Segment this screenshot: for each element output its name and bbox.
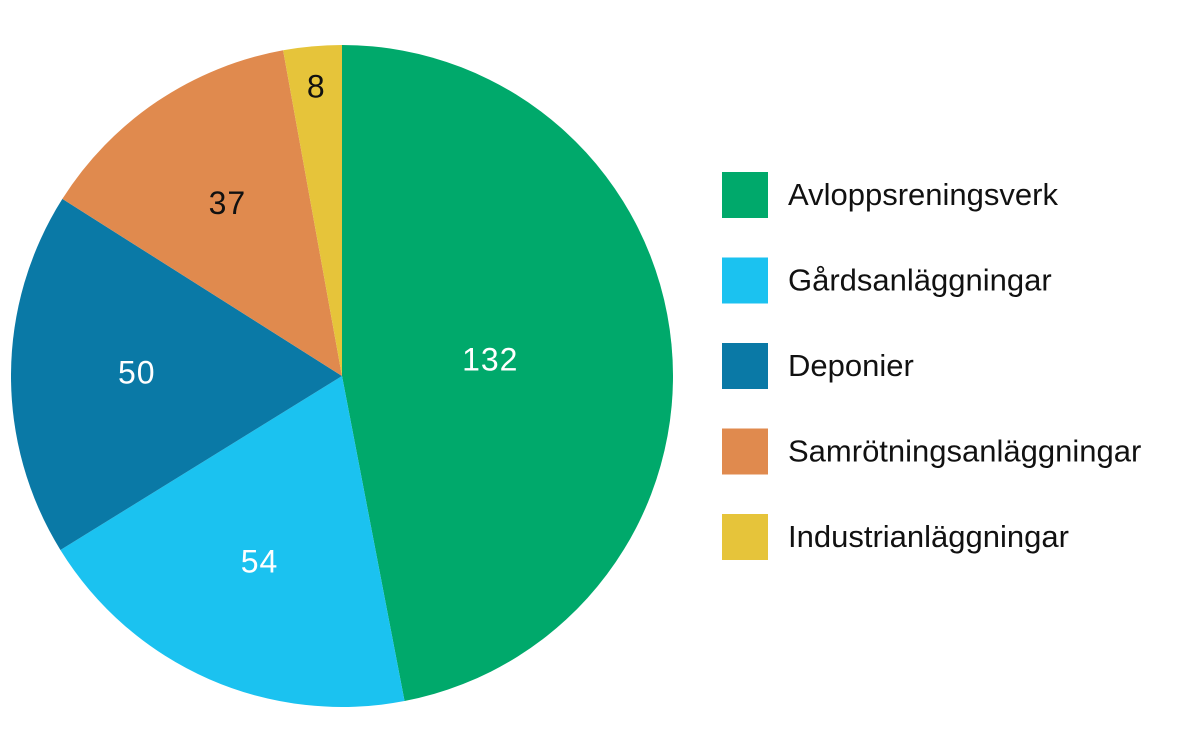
data-label: 8 [307, 69, 326, 105]
legend-swatch [722, 172, 768, 218]
data-label: 132 [462, 341, 518, 377]
legend-swatch [722, 514, 768, 560]
pie-slice [283, 45, 342, 376]
data-label: 37 [209, 185, 247, 221]
pie-slice [62, 50, 343, 376]
pie-slice [60, 376, 405, 708]
legend-label: Gårdsanläggningar [788, 263, 1052, 298]
legend-label: Avloppsreningsverk [788, 177, 1058, 212]
pie-slice [10, 198, 343, 550]
data-label: 54 [241, 543, 279, 579]
legend-swatch [722, 343, 768, 389]
pie-slice [342, 45, 674, 702]
legend-swatch [722, 428, 768, 475]
legend-label: Deponier [788, 348, 914, 383]
legend-swatch [722, 257, 768, 304]
legend-label: Samrötningsanläggningar [788, 434, 1141, 469]
data-label: 50 [118, 354, 156, 390]
legend-label: Industrianläggningar [788, 519, 1069, 554]
